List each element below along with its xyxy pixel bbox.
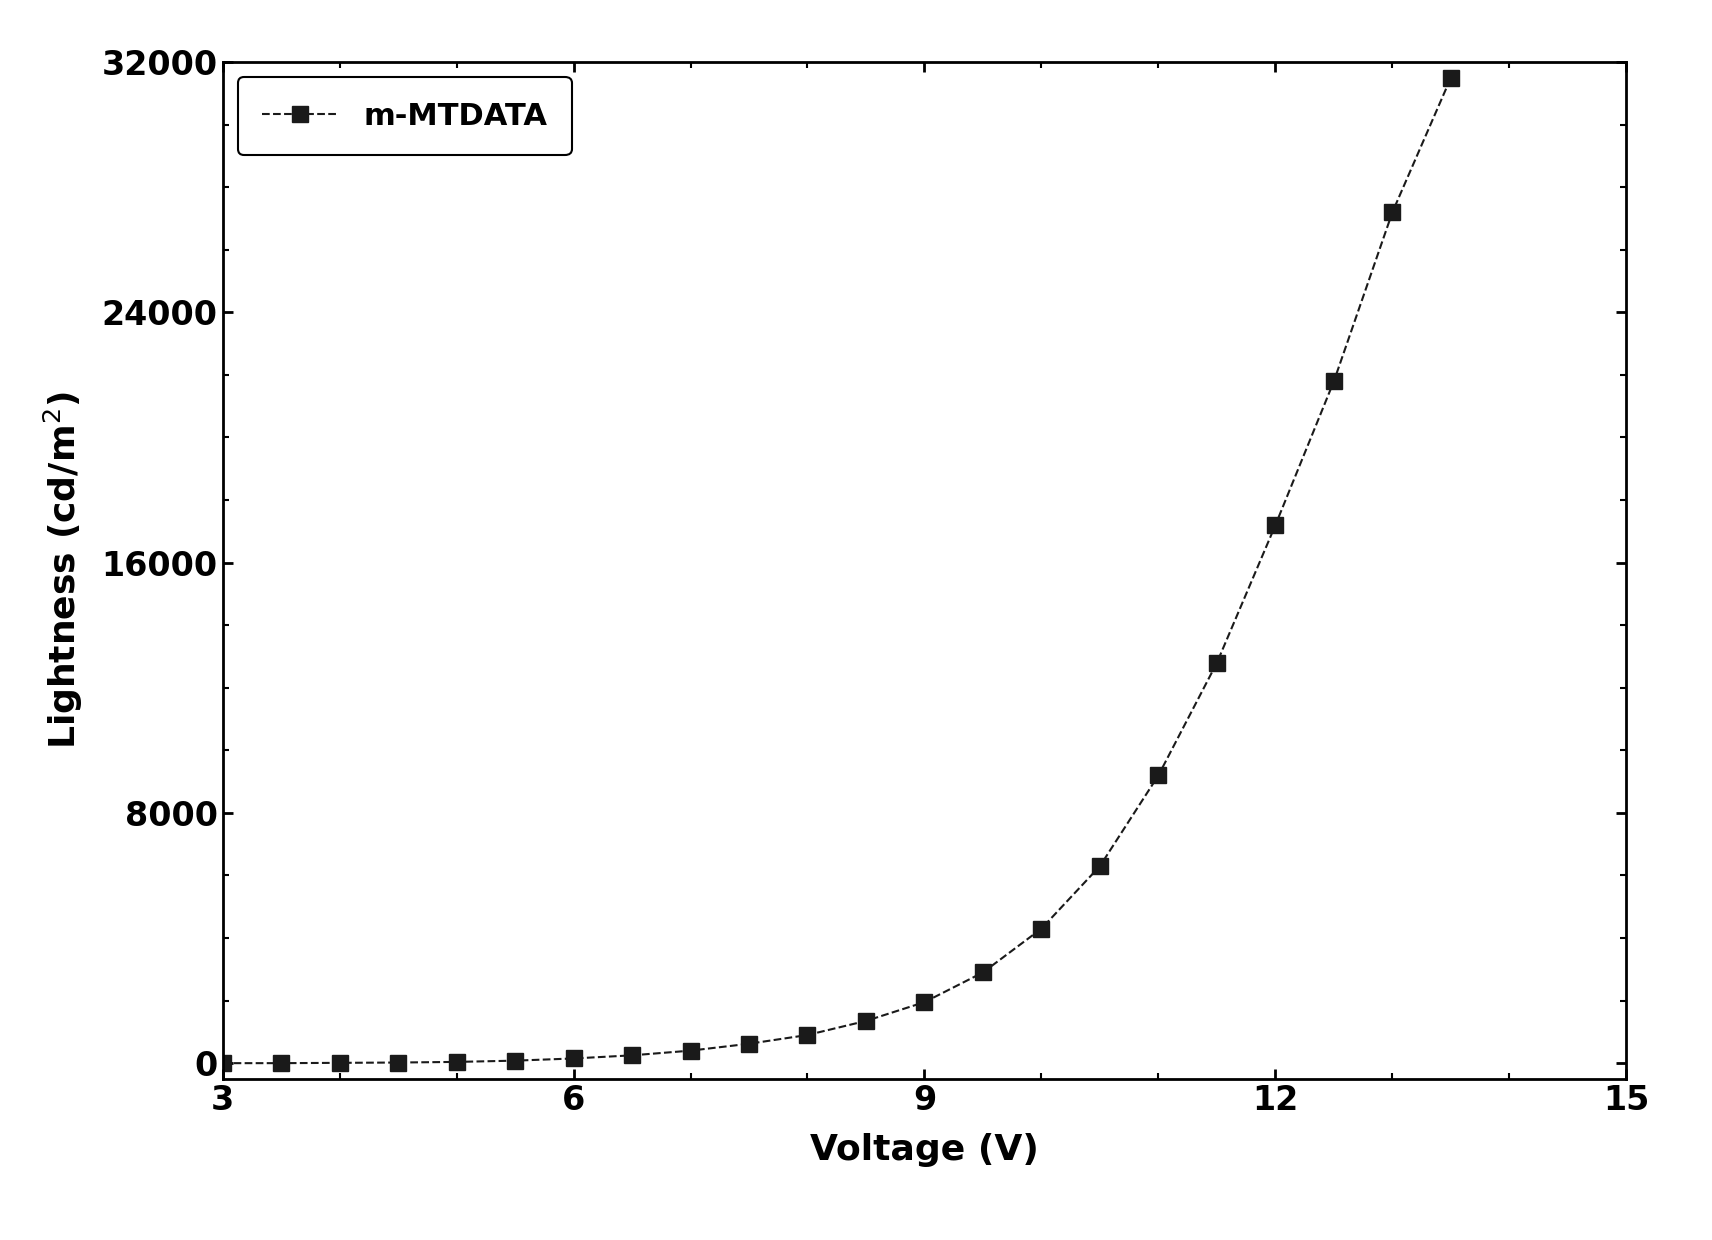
m-MTDATA (856, 1013, 877, 1028)
m-MTDATA (270, 1055, 291, 1070)
m-MTDATA (798, 1028, 818, 1043)
X-axis label: Voltage (V): Voltage (V) (810, 1133, 1039, 1167)
m-MTDATA (621, 1048, 642, 1063)
m-MTDATA (387, 1055, 407, 1070)
m-MTDATA (1440, 71, 1460, 86)
Line: m-MTDATA: m-MTDATA (216, 69, 1459, 1071)
m-MTDATA (1149, 768, 1169, 782)
m-MTDATA (1382, 205, 1402, 219)
m-MTDATA (1323, 373, 1344, 388)
m-MTDATA (1207, 655, 1228, 670)
m-MTDATA (1265, 517, 1286, 532)
m-MTDATA (329, 1055, 349, 1070)
m-MTDATA (563, 1052, 584, 1066)
m-MTDATA (447, 1054, 467, 1069)
m-MTDATA (505, 1053, 526, 1068)
Y-axis label: Lightness (cd/m$^2$): Lightness (cd/m$^2$) (41, 392, 86, 749)
m-MTDATA (914, 994, 935, 1009)
m-MTDATA (1031, 921, 1051, 936)
m-MTDATA (972, 965, 993, 980)
Legend: m-MTDATA: m-MTDATA (238, 77, 572, 155)
m-MTDATA (680, 1043, 700, 1058)
m-MTDATA (738, 1037, 758, 1052)
m-MTDATA (212, 1055, 233, 1070)
m-MTDATA (1089, 858, 1109, 873)
